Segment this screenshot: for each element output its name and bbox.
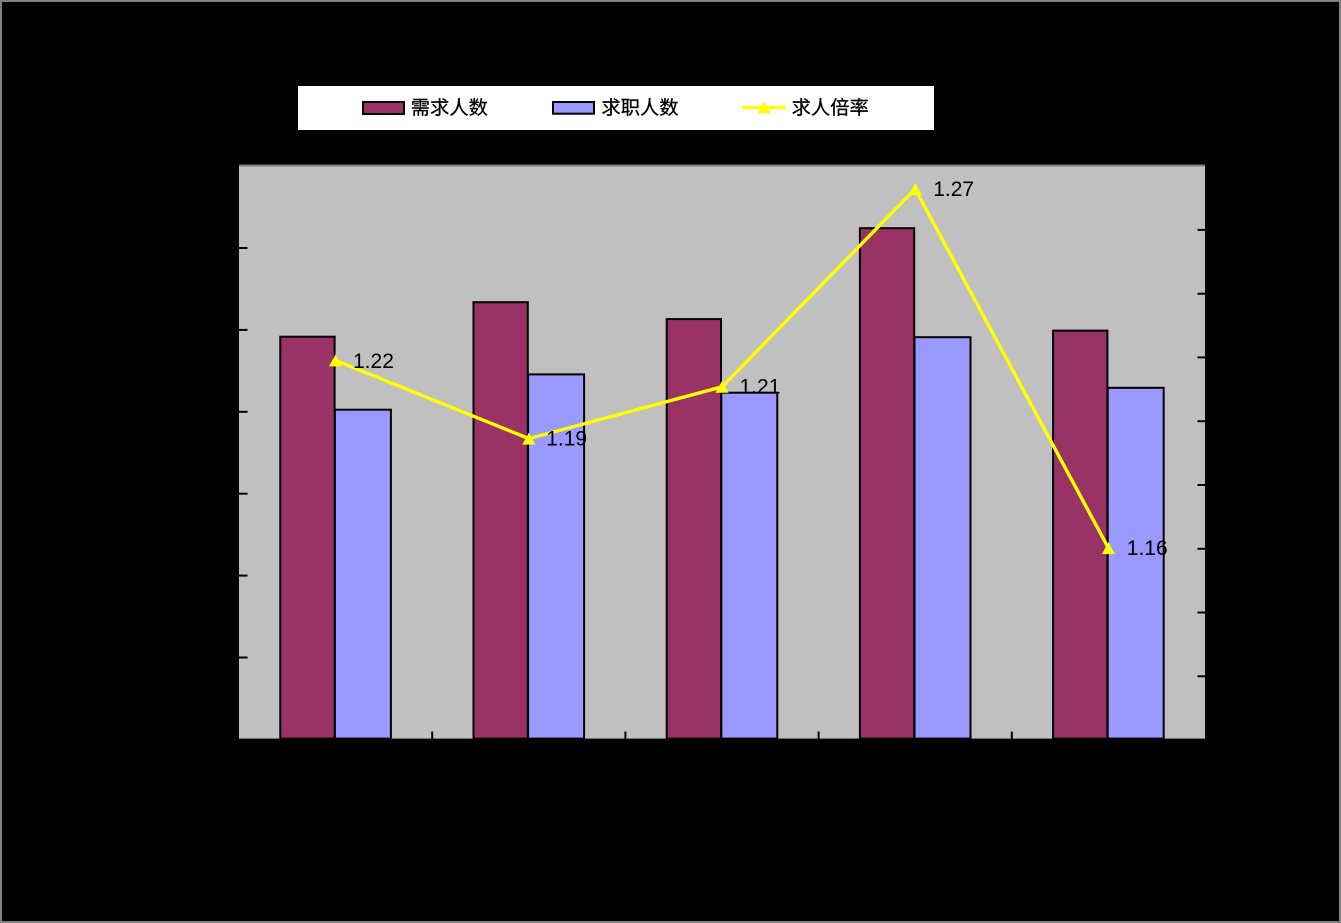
svg-text:1.22: 1.22	[353, 350, 394, 373]
svg-text:1.19: 1.19	[546, 428, 587, 451]
svg-text:1.16: 1.16	[1127, 537, 1168, 560]
svg-text:1.21: 1.21	[740, 376, 781, 399]
svg-text:1.27: 1.27	[933, 178, 974, 201]
